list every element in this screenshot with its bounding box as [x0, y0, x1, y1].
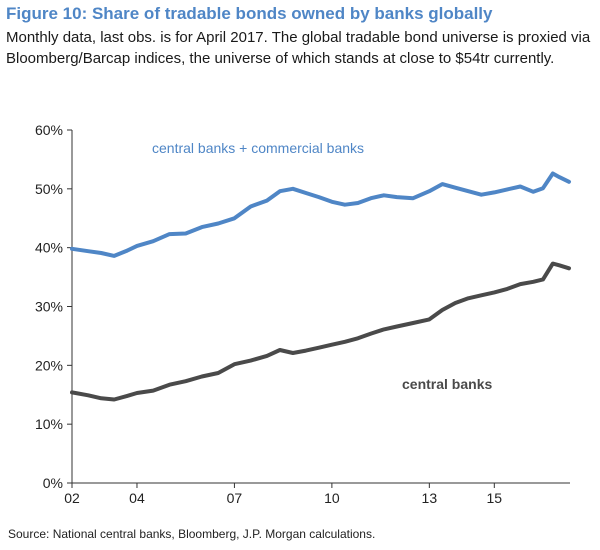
y-tick-label: 60%	[35, 122, 63, 138]
x-tick-label: 04	[129, 490, 145, 506]
series-label-total: central banks + commercial banks	[152, 140, 364, 156]
figure-subtitle: Monthly data, last obs. is for April 201…	[6, 29, 591, 67]
x-tick-label: 15	[487, 490, 503, 506]
y-tick-label: 30%	[35, 299, 63, 315]
series-line-central-banks	[70, 261, 571, 402]
y-tick-label: 50%	[35, 181, 63, 197]
x-tick-label: 02	[64, 490, 80, 506]
x-tick-label: 13	[422, 490, 438, 506]
y-tick-label: 10%	[35, 416, 63, 432]
figure-title: Figure 10: Share of tradable bonds owned…	[6, 4, 493, 23]
y-tick-label: 20%	[35, 357, 63, 373]
figure-source: Source: National central banks, Bloomber…	[8, 527, 376, 541]
series-label-central-banks: central banks	[402, 376, 492, 392]
x-tick-label: 10	[324, 490, 340, 506]
series-line-total	[70, 171, 571, 258]
x-tick-label: 07	[227, 490, 243, 506]
y-tick-label: 0%	[43, 475, 63, 491]
y-tick-label: 40%	[35, 240, 63, 256]
